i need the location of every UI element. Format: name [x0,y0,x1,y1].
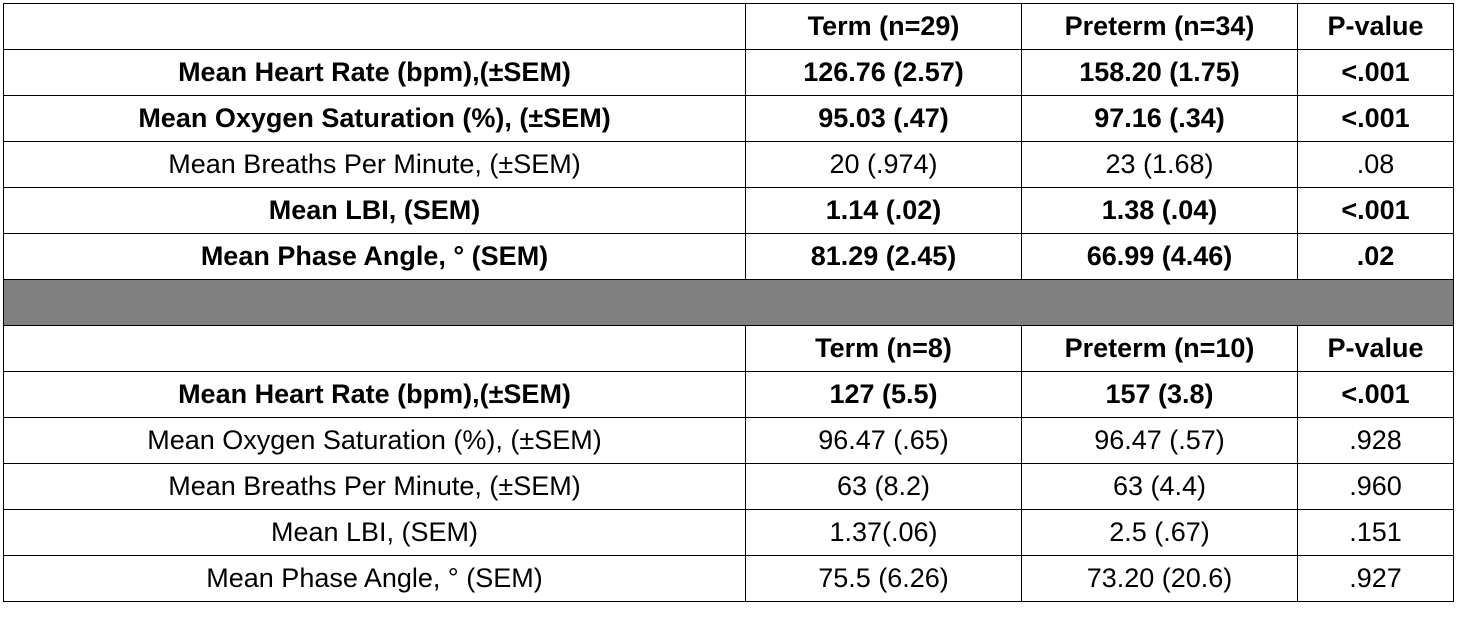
value-cell: 75.5 (6.26) [745,555,1022,602]
row-label: Mean LBI, (SEM) [3,187,746,234]
data-row: Mean LBI, (SEM) 1.14 (.02) 1.38 (.04) <.001 [3,187,1454,234]
row-label: Mean Phase Angle, ° (SEM) [3,555,746,602]
data-row: Mean Phase Angle, ° (SEM) 81.29 (2.45) 66.… [3,233,1454,280]
header-cell [3,325,746,372]
value-cell: 73.20 (20.6) [1021,555,1298,602]
value-cell: 157 (3.8) [1021,371,1298,418]
value-cell: 96.47 (.57) [1021,417,1298,464]
value-cell: .08 [1297,141,1454,188]
value-cell: 126.76 (2.57) [745,49,1022,96]
header-row: Term (n=8) Preterm (n=10) P-value [3,325,1454,372]
separator-cell [3,279,1454,326]
value-cell: <.001 [1297,371,1454,418]
value-cell: 2.5 (.67) [1021,509,1298,556]
value-cell: 158.20 (1.75) [1021,49,1298,96]
row-label: Mean LBI, (SEM) [3,509,746,556]
value-cell: 1.38 (.04) [1021,187,1298,234]
header-cell: Term (n=29) [745,3,1022,50]
value-cell: 97.16 (.34) [1021,95,1298,142]
data-row: Mean Phase Angle, ° (SEM) 75.5 (6.26) 73.2… [3,555,1454,602]
value-cell: .151 [1297,509,1454,556]
value-cell: 96.47 (.65) [745,417,1022,464]
row-label: Mean Breaths Per Minute, (±SEM) [3,141,746,188]
value-cell: 1.14 (.02) [745,187,1022,234]
separator-row [3,279,1454,326]
row-label: Mean Oxygen Saturation (%), (±SEM) [3,417,746,464]
value-cell: 66.99 (4.46) [1021,233,1298,280]
value-cell: 95.03 (.47) [745,95,1022,142]
header-cell: Preterm (n=10) [1021,325,1298,372]
header-cell: Term (n=8) [745,325,1022,372]
row-label: Mean Heart Rate (bpm),(±SEM) [3,371,746,418]
header-cell: Preterm (n=34) [1021,3,1298,50]
header-cell [3,3,746,50]
row-label: Mean Heart Rate (bpm),(±SEM) [3,49,746,96]
table-wrap: Term (n=29) Preterm (n=34) P-value Mean Hea… [3,3,1454,602]
data-table: Term (n=29) Preterm (n=34) P-value Mean Hea… [3,3,1454,602]
value-cell: 20 (.974) [745,141,1022,188]
value-cell: 127 (5.5) [745,371,1022,418]
value-cell: 63 (4.4) [1021,463,1298,510]
row-label: Mean Breaths Per Minute, (±SEM) [3,463,746,510]
data-row: Mean LBI, (SEM) 1.37(.06) 2.5 (.67) .151 [3,509,1454,556]
data-row: Mean Oxygen Saturation (%), (±SEM) 96.47 … [3,417,1454,464]
row-label: Mean Oxygen Saturation (%), (±SEM) [3,95,746,142]
value-cell: .928 [1297,417,1454,464]
data-row: Mean Heart Rate (bpm),(±SEM) 127 (5.5) 157… [3,371,1454,418]
data-row: Mean Oxygen Saturation (%), (±SEM) 95.03 … [3,95,1454,142]
value-cell: 63 (8.2) [745,463,1022,510]
value-cell: 23 (1.68) [1021,141,1298,188]
value-cell: .927 [1297,555,1454,602]
value-cell: 81.29 (2.45) [745,233,1022,280]
data-row: Mean Breaths Per Minute, (±SEM) 63 (8.2) 6… [3,463,1454,510]
header-row: Term (n=29) Preterm (n=34) P-value [3,3,1454,50]
header-cell: P-value [1297,3,1454,50]
value-cell: <.001 [1297,95,1454,142]
value-cell: .02 [1297,233,1454,280]
header-cell: P-value [1297,325,1454,372]
value-cell: 1.37(.06) [745,509,1022,556]
row-label: Mean Phase Angle, ° (SEM) [3,233,746,280]
data-row: Mean Breaths Per Minute, (±SEM) 20 (.974)… [3,141,1454,188]
value-cell: <.001 [1297,187,1454,234]
value-cell: .960 [1297,463,1454,510]
value-cell: <.001 [1297,49,1454,96]
data-row: Mean Heart Rate (bpm),(±SEM) 126.76 (2.57… [3,49,1454,96]
